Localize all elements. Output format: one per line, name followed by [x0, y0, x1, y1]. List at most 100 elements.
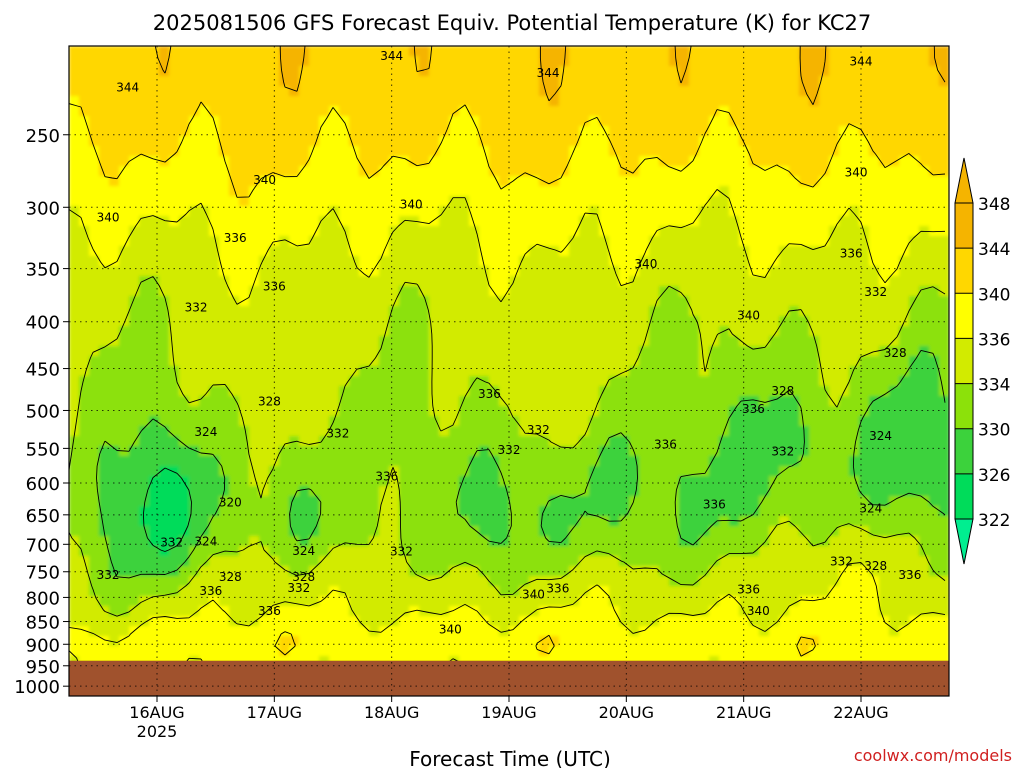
field-cell	[229, 556, 240, 567]
field-cell	[359, 146, 370, 157]
field-cell	[209, 476, 220, 487]
field-cell	[439, 286, 450, 297]
field-cell	[219, 156, 230, 167]
field-cell	[509, 256, 520, 267]
field-cell	[79, 236, 90, 247]
field-cell	[779, 356, 790, 367]
field-cell	[219, 386, 230, 397]
field-cell	[269, 116, 280, 127]
field-cell	[619, 126, 630, 137]
field-cell	[659, 476, 670, 487]
field-cell	[219, 246, 230, 257]
field-cell	[279, 506, 290, 517]
field-cell	[759, 326, 770, 337]
field-cell	[869, 56, 880, 67]
field-cell	[409, 396, 420, 407]
field-cell	[799, 406, 810, 417]
field-cell	[509, 186, 520, 197]
field-cell	[899, 226, 910, 237]
field-cell	[719, 446, 730, 457]
field-cell	[559, 606, 570, 617]
field-cell	[419, 346, 430, 357]
field-cell	[759, 116, 770, 127]
field-cell	[209, 136, 220, 147]
field-cell	[369, 406, 380, 417]
field-cell	[639, 596, 650, 607]
field-cell	[339, 376, 350, 387]
field-cell	[669, 466, 680, 477]
field-cell	[219, 596, 230, 607]
field-cell	[449, 216, 460, 227]
field-cell	[689, 46, 700, 57]
field-cell	[199, 266, 210, 277]
field-cell	[769, 276, 780, 287]
field-cell	[219, 216, 230, 227]
field-cell	[439, 396, 450, 407]
field-cell	[209, 56, 220, 67]
field-cell	[439, 256, 450, 267]
field-cell	[869, 306, 880, 317]
field-cell	[369, 336, 380, 347]
field-cell	[569, 236, 580, 247]
field-cell	[529, 336, 540, 347]
field-cell	[149, 186, 160, 197]
field-cell	[809, 306, 820, 317]
field-cell	[299, 576, 310, 587]
field-cell	[89, 186, 100, 197]
field-cell	[189, 556, 200, 567]
field-cell	[549, 526, 560, 537]
field-cell	[889, 466, 900, 477]
field-cell	[919, 586, 930, 597]
field-cell	[369, 96, 380, 107]
field-cell	[279, 486, 290, 497]
field-cell	[589, 446, 600, 457]
field-cell	[659, 66, 670, 77]
field-cell	[799, 166, 810, 177]
field-cell	[639, 556, 650, 567]
field-cell	[339, 86, 350, 97]
field-cell	[379, 416, 390, 427]
field-cell	[139, 196, 150, 207]
field-cell	[129, 86, 140, 97]
field-cell	[679, 516, 690, 527]
field-cell	[359, 226, 370, 237]
field-cell	[359, 416, 370, 427]
field-cell	[669, 216, 680, 227]
field-cell	[699, 426, 710, 437]
field-cell	[419, 316, 430, 327]
field-cell	[459, 246, 470, 257]
field-cell	[69, 436, 80, 447]
field-cell	[109, 366, 120, 377]
field-cell	[549, 256, 560, 267]
field-cell	[869, 226, 880, 237]
field-cell	[909, 56, 920, 67]
field-cell	[139, 106, 150, 117]
field-cell	[319, 376, 330, 387]
field-cell	[809, 596, 820, 607]
field-cell	[149, 516, 160, 527]
field-cell	[859, 136, 870, 147]
field-cell	[529, 296, 540, 307]
field-cell	[539, 456, 550, 467]
field-cell	[449, 606, 460, 617]
field-cell	[779, 446, 790, 457]
field-cell	[619, 156, 630, 167]
field-cell	[759, 196, 770, 207]
field-cell	[219, 536, 230, 547]
field-cell	[779, 296, 790, 307]
field-cell	[579, 576, 590, 587]
field-cell	[599, 346, 610, 357]
field-cell	[399, 486, 410, 497]
field-cell	[79, 466, 90, 477]
field-cell	[189, 236, 200, 247]
field-cell	[899, 66, 910, 77]
field-cell	[119, 76, 130, 87]
field-cell	[119, 366, 130, 377]
field-cell	[99, 116, 110, 127]
field-cell	[279, 406, 290, 417]
field-cell	[149, 176, 160, 187]
field-cell	[419, 186, 430, 197]
field-cell	[119, 166, 130, 177]
field-cell	[299, 156, 310, 167]
field-cell	[89, 376, 100, 387]
